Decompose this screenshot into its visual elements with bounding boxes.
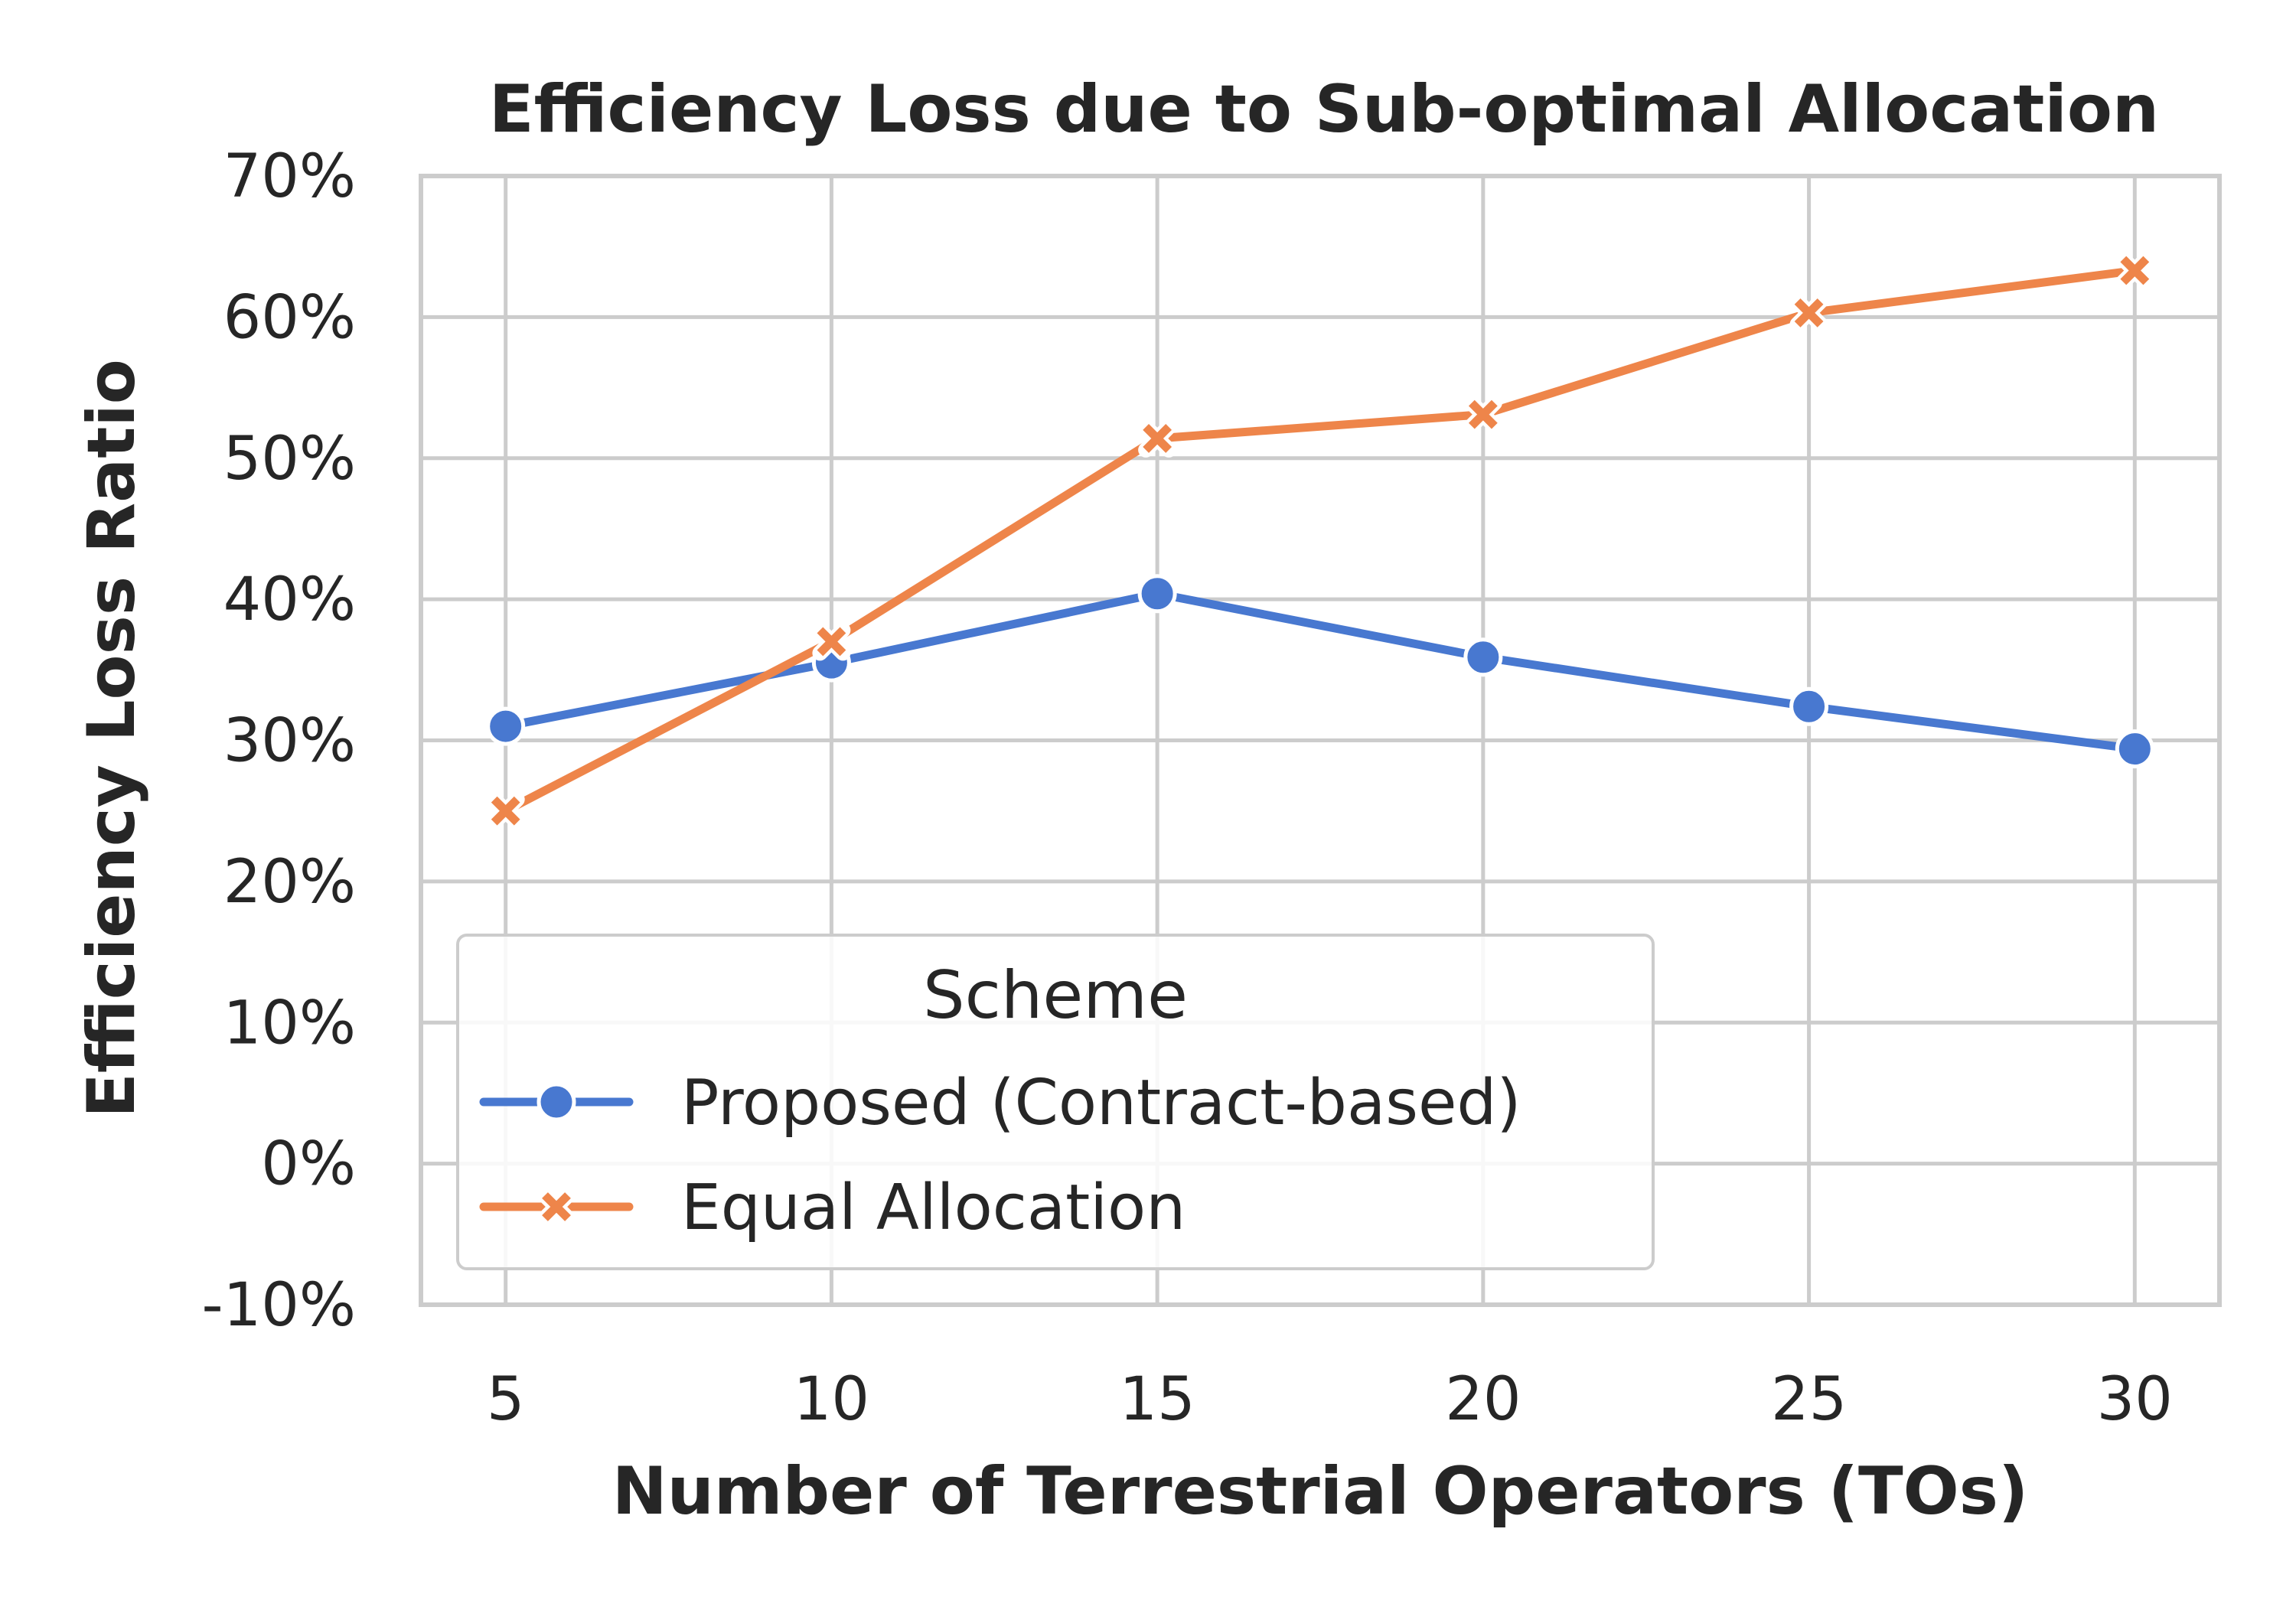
y-tick-label: 10%	[223, 989, 356, 1058]
y-tick-label: 70%	[223, 142, 356, 211]
x-axis-ticks: 5 10 15 20 25 30	[487, 1365, 2173, 1434]
series-layer	[486, 251, 2154, 830]
legend-box	[456, 934, 1655, 1270]
legend-marker	[537, 1188, 576, 1226]
chart-title: Efficiency Loss due to Sub-optimal Alloc…	[489, 71, 2159, 148]
legend: Scheme Proposed (Contract-based) Equal Al…	[456, 934, 1655, 1270]
y-tick-label: 40%	[223, 566, 356, 634]
y-tick-label: 50%	[223, 425, 356, 494]
legend-entry: Proposed (Contract-based)	[479, 1067, 1521, 1139]
x-axis-label: Number of Terrestrial Operators (TOs)	[612, 1453, 2029, 1530]
legend-label: Proposed (Contract-based)	[681, 1067, 1521, 1139]
y-tick-label: 60%	[223, 283, 356, 352]
plot-frame	[419, 174, 2222, 1307]
data-point	[1138, 419, 1177, 458]
x-tick-label: 15	[1120, 1365, 1195, 1434]
legend-title: Scheme	[923, 957, 1188, 1034]
data-point	[486, 706, 526, 746]
legend-entries: Proposed (Contract-based) Equal Allocatio…	[479, 1067, 1521, 1244]
series-equal-allocation	[486, 251, 2154, 830]
x-tick-label: 10	[794, 1365, 869, 1434]
x-tick-label: 20	[1445, 1365, 1521, 1434]
y-axis-label: Efficiency Loss Ratio	[73, 359, 150, 1118]
series-line	[501, 266, 2139, 816]
data-point	[1463, 637, 1503, 677]
data-point	[812, 622, 851, 661]
y-tick-label: 20%	[223, 848, 356, 917]
data-point	[2115, 251, 2154, 290]
data-point	[1137, 574, 1177, 614]
y-tick-label: 30%	[223, 707, 356, 776]
data-point	[2115, 729, 2154, 769]
data-point	[486, 791, 525, 830]
legend-entry: Equal Allocation	[479, 1172, 1186, 1244]
x-tick-label: 30	[2097, 1365, 2173, 1434]
x-tick-label: 25	[1771, 1365, 1847, 1434]
data-point	[1789, 686, 1829, 726]
legend-marker	[536, 1082, 576, 1122]
data-point	[1463, 395, 1502, 434]
x-tick-label: 5	[487, 1365, 525, 1434]
y-tick-label: -10%	[201, 1271, 356, 1340]
y-axis-ticks: -10% 0% 10% 20% 30% 40% 50% 60% 70%	[201, 142, 356, 1340]
plot-border	[419, 174, 2222, 1307]
legend-label: Equal Allocation	[681, 1172, 1186, 1244]
y-tick-label: 0%	[261, 1130, 356, 1199]
data-point	[1789, 293, 1828, 332]
